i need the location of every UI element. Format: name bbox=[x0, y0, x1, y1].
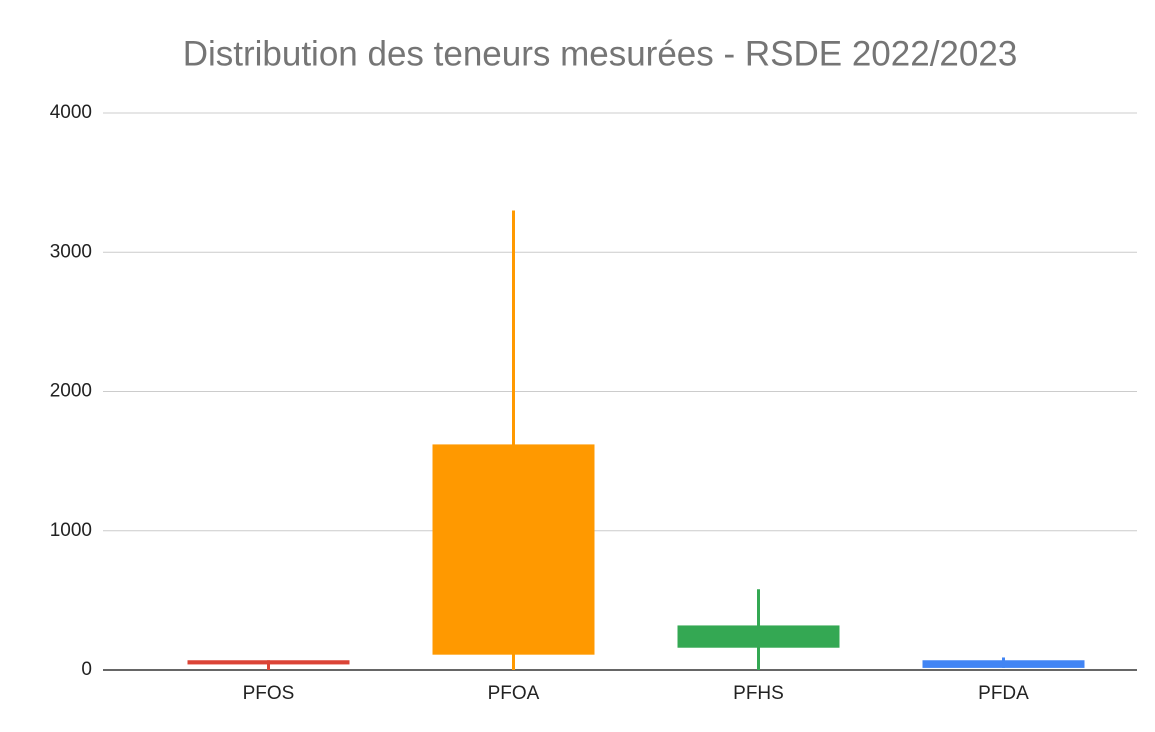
chart-title: Distribution des teneurs mesurées - RSDE… bbox=[183, 34, 1018, 73]
candle-body bbox=[187, 660, 350, 665]
x-tick-label: PFHS bbox=[733, 683, 784, 704]
candle-body bbox=[432, 444, 595, 655]
y-tick-label: 3000 bbox=[50, 241, 92, 262]
y-tick-label: 2000 bbox=[50, 381, 92, 402]
y-tick-label: 0 bbox=[81, 659, 92, 680]
y-tick-label: 1000 bbox=[50, 520, 92, 541]
candle-body bbox=[677, 625, 840, 648]
x-tick-label: PFDA bbox=[978, 683, 1029, 704]
x-tick-label: PFOS bbox=[243, 683, 295, 704]
candle-body bbox=[922, 660, 1085, 668]
y-tick-label: 4000 bbox=[50, 102, 92, 123]
x-tick-label: PFOA bbox=[488, 683, 540, 704]
